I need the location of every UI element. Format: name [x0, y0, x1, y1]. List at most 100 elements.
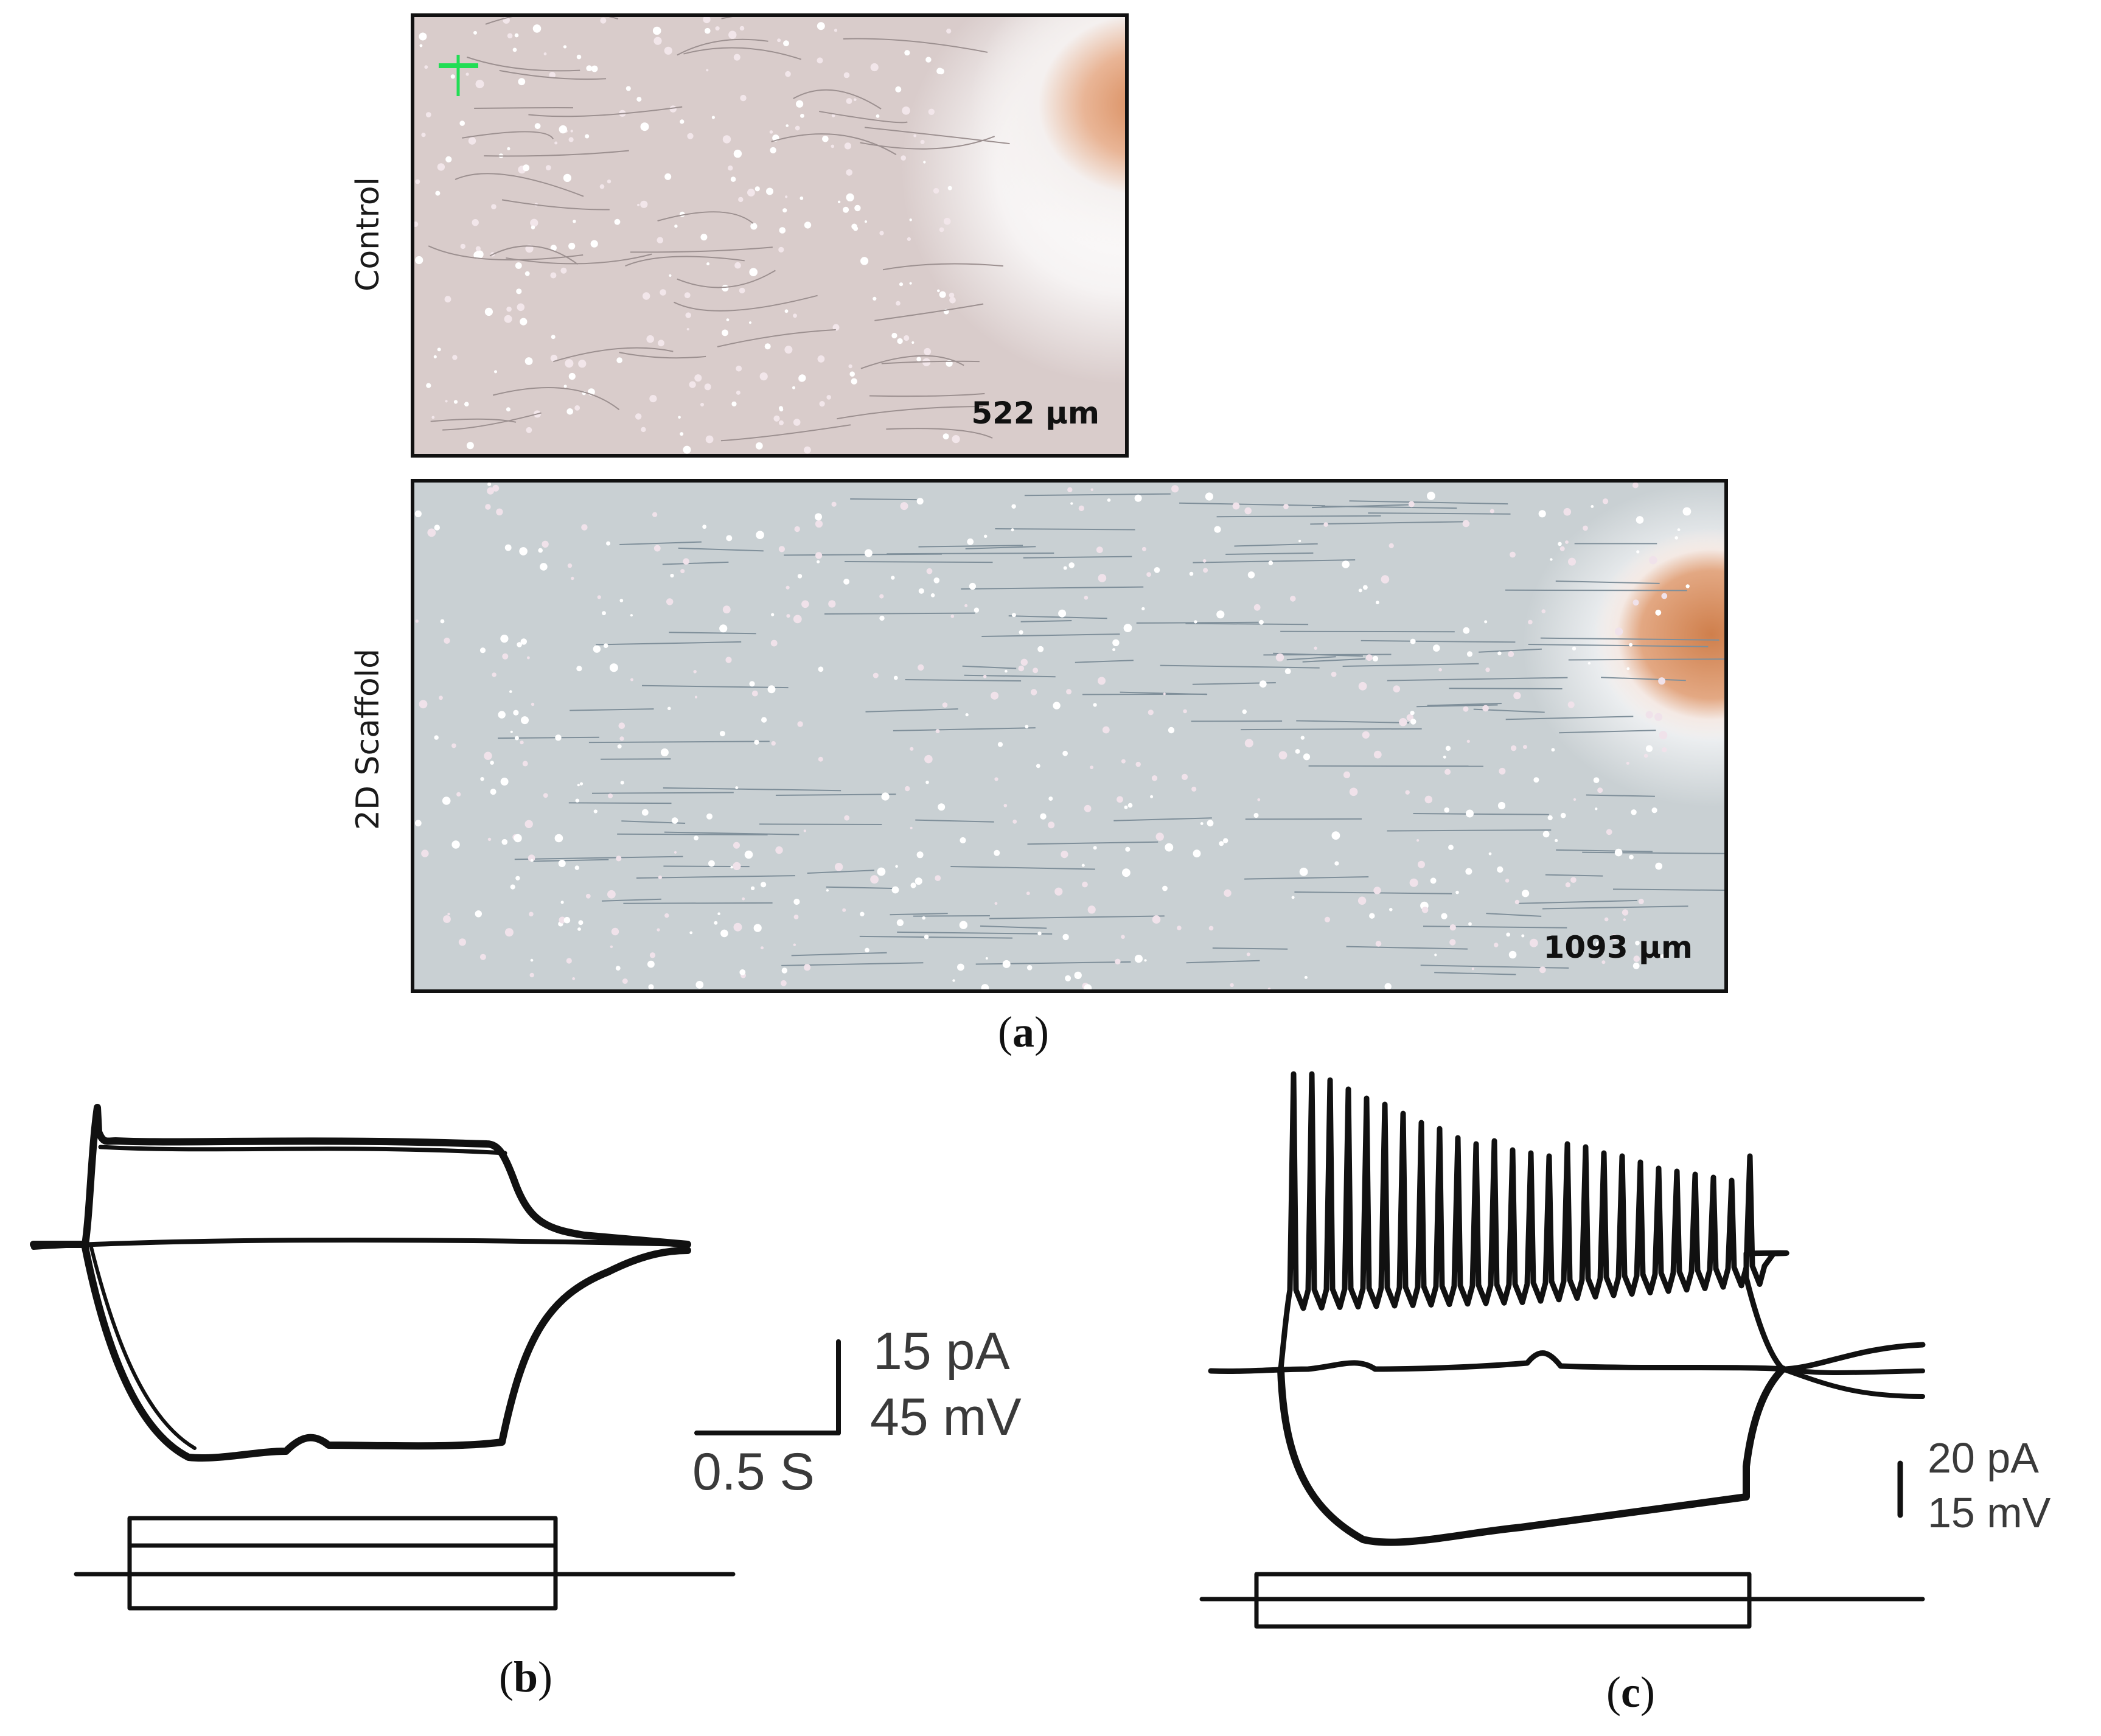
cell-dot — [738, 197, 744, 203]
cell-dot — [1162, 885, 1168, 891]
cell-dot — [736, 365, 742, 372]
cell-dot — [538, 548, 543, 553]
neurite-line — [869, 392, 985, 397]
cell-dot — [1124, 805, 1128, 809]
cell-dot — [739, 26, 745, 31]
cell-dot — [1025, 725, 1029, 729]
cell-dot — [473, 251, 482, 259]
cell-dot — [490, 789, 497, 795]
cell-dot — [705, 435, 714, 444]
control-cell-dots — [414, 17, 1010, 454]
cell-dot — [728, 166, 733, 171]
cell-dot — [964, 604, 968, 607]
cell-dot — [1062, 933, 1069, 941]
neurite-line — [886, 428, 993, 439]
fiber-line — [1349, 500, 1508, 505]
fiber-line — [1310, 521, 1469, 525]
cell-dot — [818, 756, 823, 762]
cell-dot — [1629, 643, 1633, 647]
cell-dot — [671, 817, 678, 824]
cell-dot — [658, 340, 664, 347]
cell-dot — [897, 338, 903, 344]
cell-dot — [860, 257, 869, 265]
neurite-line — [428, 245, 584, 261]
cell-dot — [414, 820, 422, 827]
fiber-line — [915, 819, 994, 823]
cell-dot — [1438, 668, 1442, 672]
cell-dot — [1155, 832, 1164, 841]
cell-dot — [593, 809, 598, 814]
cell-dot — [599, 184, 605, 189]
cell-dot — [1445, 745, 1451, 751]
cell-dot — [1490, 509, 1494, 514]
cell-dot — [529, 912, 534, 917]
cell-dot — [578, 360, 587, 368]
fiber-line — [617, 833, 768, 835]
cell-dot — [1651, 807, 1657, 814]
cell-dot — [876, 114, 880, 118]
cell-dot — [1003, 804, 1008, 807]
cell-dot — [1405, 790, 1410, 795]
cell-dot — [1284, 668, 1291, 674]
cell-dot — [616, 357, 622, 363]
panel-c-caption: (c) — [1606, 1668, 1655, 1717]
cell-dot — [1632, 599, 1639, 606]
cell-dot — [620, 781, 624, 785]
cell-dot — [1314, 646, 1317, 650]
cell-dot — [1373, 887, 1381, 894]
cell-dot — [563, 385, 567, 388]
cell-dot — [928, 108, 935, 115]
cell-dot — [1430, 877, 1437, 884]
cell-dot — [1342, 560, 1350, 568]
cell-dot — [913, 134, 917, 138]
cell-dot — [740, 94, 747, 102]
scaffold-micrograph: 1093 µm — [411, 479, 1728, 993]
cell-dot — [510, 730, 513, 733]
cell-dot — [1093, 703, 1097, 707]
fiber-line — [1027, 841, 1159, 845]
cell-dot — [1026, 891, 1030, 896]
cell-dot — [939, 291, 946, 298]
cell-dot — [1389, 908, 1393, 912]
cell-dot — [1135, 761, 1141, 767]
cell-dot — [1449, 924, 1456, 931]
cell-dot — [947, 186, 952, 190]
cell-dot — [900, 502, 908, 511]
cell-dot — [491, 204, 497, 210]
panel-c-hyperpolarized-trace — [1277, 1365, 1786, 1546]
cell-dot — [1565, 882, 1571, 888]
cell-dot — [1223, 838, 1228, 843]
cell-dot — [1462, 520, 1470, 528]
cell-dot — [526, 427, 532, 433]
fiber-line — [619, 541, 702, 545]
fiber-line — [1479, 648, 1542, 653]
cell-dot — [1018, 665, 1025, 672]
cell-dot — [905, 786, 910, 792]
cell-dot — [1070, 502, 1073, 505]
cell-dot — [777, 38, 781, 43]
cell-dot — [1497, 866, 1503, 873]
cell-dot — [879, 615, 885, 621]
cell-dot — [1020, 658, 1028, 666]
cell-dot — [923, 161, 926, 164]
cell-dot — [756, 531, 764, 539]
fiber-line — [1346, 946, 1468, 950]
cell-dot — [800, 196, 804, 200]
cell-dot — [1068, 562, 1075, 568]
cell-dot — [1224, 889, 1232, 897]
cell-dot — [545, 165, 551, 170]
cell-dot — [667, 706, 671, 711]
fiber-line — [893, 727, 1036, 731]
fiber-line — [975, 961, 1131, 965]
cell-dot — [726, 535, 733, 542]
cell-dot — [715, 26, 720, 31]
cell-dot — [619, 599, 624, 602]
cell-dot — [643, 292, 650, 300]
neurite-line — [843, 38, 988, 53]
panel-a-caption: (a) — [998, 1008, 1049, 1056]
cell-dot — [1682, 507, 1692, 516]
cell-dot — [515, 876, 520, 880]
cell-dot — [1216, 610, 1225, 619]
cell-dot — [754, 186, 760, 192]
cell-dot — [837, 200, 841, 203]
